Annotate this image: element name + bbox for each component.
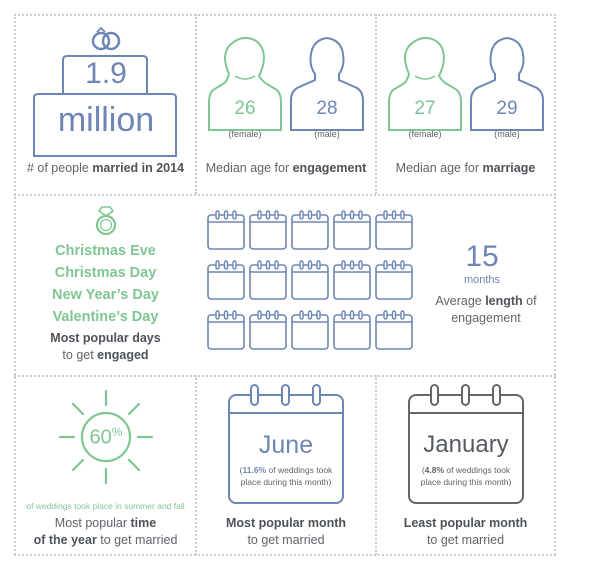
calendar-icon [249,310,287,350]
engagement-male-label: (male) [314,129,340,139]
female-silhouette-icon [388,36,462,131]
engagement-age-panel: 26 28 (female) (male) Median age for eng… [197,16,375,194]
popular-month-label: Most popular month to get married [225,516,347,547]
engagement-length-value: 15 [465,240,499,273]
popular-days-list: Christmas Eve Christmas Day New Year’s D… [16,240,195,328]
grid-line [375,14,377,194]
least-month-label: Least popular month to get married [403,516,528,547]
grid-line [375,375,377,555]
cake-icon [33,55,177,157]
calendar-icon [375,310,413,350]
calendar-icon [375,210,413,250]
marriage-age-panel: 27 29 (female) (male) Median age for mar… [377,16,554,194]
engagement-length-panel: 15 months Average length of engagement [197,196,554,375]
grid-line [195,14,197,194]
calendar-grid [207,210,417,354]
calendar-icon [333,260,371,300]
female-silhouette-icon [208,36,282,131]
calendar-icon [207,210,245,250]
grid-line [195,375,197,555]
calendar-icon [207,260,245,300]
least-month-note: (4.8% of weddings took place during this… [420,465,512,487]
rings-icon [91,26,121,51]
popular-month-panel: June (11.6% of weddings took place durin… [197,377,375,554]
popular-time-note: of weddings took place in summer and fal… [26,501,185,511]
popular-day: New Year’s Day [52,287,159,303]
engagement-length-label: Average length of engagement [435,294,537,325]
least-month-name: January [423,431,509,458]
marriage-male-label: (male) [494,129,520,139]
popular-day: Christmas Day [54,265,157,281]
marriage-age-label: Median age for marriage [395,161,536,175]
popular-month-note: (11.6% of weddings took place during thi… [239,465,333,487]
popular-day: Valentine’s Day [52,309,159,325]
marriage-female-label: (female) [408,129,442,139]
popular-time-label: Most popular time of the year to get mar… [33,516,178,547]
grid-line [14,554,556,556]
calendar-icon [291,260,329,300]
popular-month-name: June [258,431,314,459]
grid-line [554,14,556,555]
popular-days-label: Most popular days to get engaged [50,331,161,362]
calendar-icon [291,210,329,250]
popular-time-panel: 60% of weddings took place in summer and… [16,377,195,554]
popular-days-panel: Christmas Eve Christmas Day New Year’s D… [16,196,195,375]
diamond-ring-icon [95,206,117,236]
grid-line [14,14,16,555]
least-month-panel: January (4.8% of weddings took place dur… [377,377,554,554]
calendar-icon [333,310,371,350]
engagement-female-label: (female) [228,129,262,139]
engagement-age-label: Median age for engagement [205,161,367,175]
sun-icon [58,389,154,485]
male-silhouette-icon [470,36,544,131]
engagement-female-age: 26 [234,98,256,119]
calendar-icon [291,310,329,350]
marriage-male-age: 29 [496,98,518,119]
marriage-female-age: 27 [414,98,436,119]
calendar-icon [228,384,344,504]
grid-line [14,14,556,16]
calendar-icon [333,210,371,250]
calendar-icon [375,260,413,300]
married-value-bottom: million [57,101,155,139]
married-label: # of people married in 2014 [26,161,185,175]
grid-line [14,375,556,377]
popular-day: Christmas Eve [55,243,156,259]
male-silhouette-icon [290,36,364,131]
calendar-icon [207,310,245,350]
engagement-male-age: 28 [316,98,338,119]
engagement-length-unit: months [463,274,501,286]
calendar-icon [408,384,524,504]
popular-time-percent: 60% [89,425,123,449]
calendar-icon [249,260,287,300]
calendar-icon [249,210,287,250]
grid-line [14,194,556,196]
married-panel: 1.9 million # of people married in 2014 [16,16,195,194]
married-value-top: 1.9 [85,57,127,90]
